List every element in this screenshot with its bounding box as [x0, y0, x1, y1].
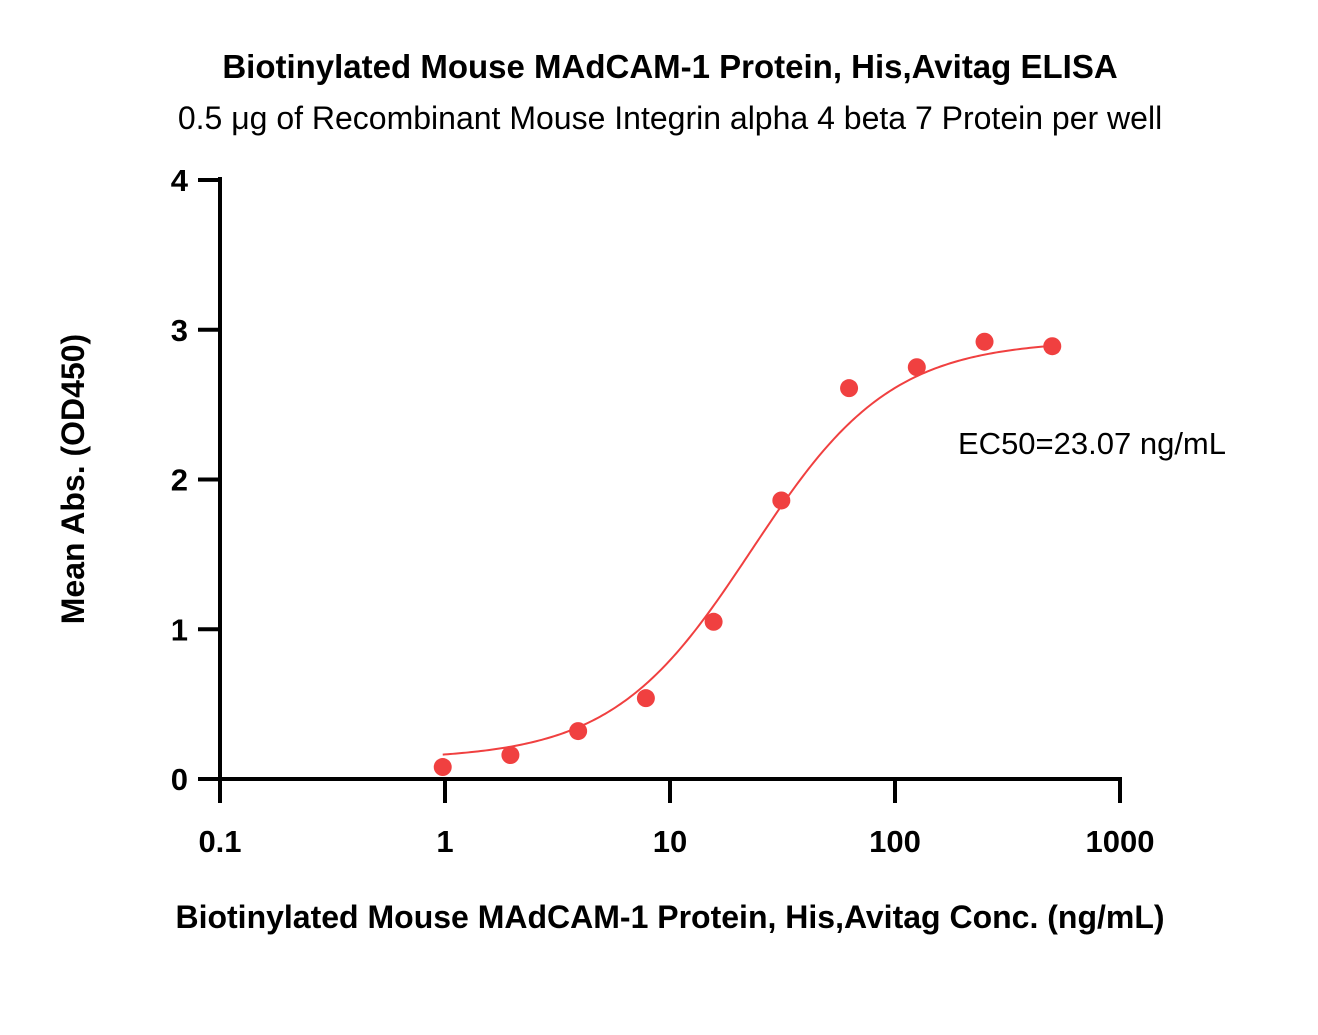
- data-point: [907, 358, 926, 377]
- data-point: [1043, 337, 1062, 356]
- data-point: [636, 689, 655, 708]
- x-axis-title: Biotinylated Mouse MAdCAM-1 Protein, His…: [175, 899, 1164, 935]
- data-point: [433, 758, 452, 777]
- y-axis-title: Mean Abs. (OD450): [55, 334, 91, 624]
- x-ticks: 0.1 1 10 100 1000: [198, 779, 1154, 859]
- x-tick-label: 10: [653, 824, 687, 859]
- ec50-annotation: EC50=23.07 ng/mL: [958, 426, 1226, 461]
- data-point: [840, 379, 859, 398]
- data-point: [704, 612, 723, 631]
- x-tick-label: 0.1: [198, 824, 241, 859]
- data-points: [433, 332, 1062, 777]
- x-tick-label: 1: [436, 824, 453, 859]
- chart-subtitle: 0.5 μg of Recombinant Mouse Integrin alp…: [177, 100, 1163, 136]
- y-tick-label: 0: [171, 762, 188, 797]
- data-point: [772, 491, 791, 510]
- data-point: [569, 722, 588, 741]
- y-ticks: 0 1 2 3 4: [171, 163, 220, 797]
- x-tick-label: 100: [869, 824, 921, 859]
- y-tick-label: 2: [171, 463, 188, 498]
- data-point: [501, 746, 520, 765]
- y-tick-label: 4: [171, 163, 189, 198]
- chart-title: Biotinylated Mouse MAdCAM-1 Protein, His…: [222, 48, 1118, 85]
- data-point: [975, 332, 994, 351]
- x-tick-label: 1000: [1086, 824, 1155, 859]
- y-tick-label: 1: [171, 612, 188, 647]
- fit-curve: [442, 344, 1053, 756]
- axes: [218, 177, 1122, 781]
- y-tick-label: 3: [171, 313, 188, 348]
